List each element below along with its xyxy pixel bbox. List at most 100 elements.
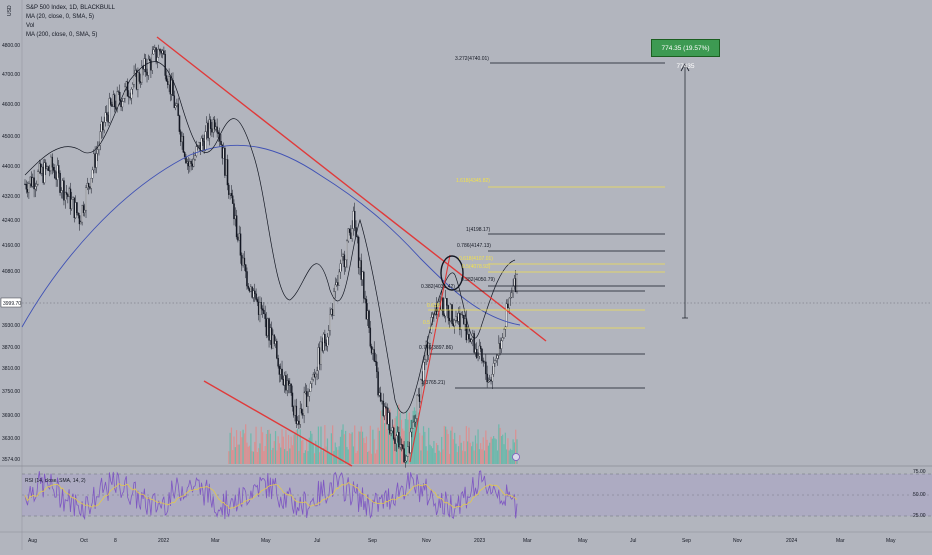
candle bbox=[339, 263, 342, 273]
legend-ma20[interactable]: MA (20, close, 0, SMA, 5) bbox=[26, 14, 95, 20]
volume-bar bbox=[432, 448, 434, 464]
volume-bar bbox=[237, 444, 239, 464]
candle bbox=[452, 323, 455, 327]
candle bbox=[33, 177, 35, 190]
candle bbox=[160, 51, 163, 54]
candle bbox=[495, 358, 497, 361]
candle bbox=[374, 360, 377, 363]
candle bbox=[180, 131, 182, 142]
volume-bar bbox=[246, 442, 248, 464]
volume-bar bbox=[289, 448, 291, 464]
candle bbox=[340, 256, 343, 264]
candle bbox=[294, 405, 296, 416]
volume-bar bbox=[285, 429, 287, 464]
price-axis-label: 4700.00 bbox=[2, 72, 20, 78]
candle bbox=[46, 166, 48, 169]
volume-bar bbox=[383, 423, 386, 464]
candle bbox=[41, 166, 43, 174]
candle bbox=[38, 163, 41, 172]
volume-bar bbox=[338, 446, 340, 464]
candle bbox=[343, 254, 346, 268]
volume-bar bbox=[380, 410, 382, 464]
time-axis-label: Mar bbox=[523, 538, 532, 544]
volume-bar bbox=[254, 441, 256, 464]
candle bbox=[290, 383, 292, 394]
candle bbox=[405, 456, 408, 462]
volume-bar bbox=[243, 433, 245, 464]
volume-bar bbox=[391, 430, 393, 464]
candle bbox=[224, 147, 226, 176]
volume-bar bbox=[408, 412, 410, 464]
candle bbox=[416, 394, 418, 419]
candle bbox=[483, 361, 486, 363]
event-marker-icon[interactable] bbox=[512, 453, 520, 461]
candle bbox=[431, 314, 434, 318]
rsi-axis-label: 50.00 bbox=[913, 492, 926, 498]
volume-bar bbox=[512, 439, 514, 464]
legend-ma200[interactable]: MA (200, close, 0, SMA, 5) bbox=[26, 32, 98, 38]
candle bbox=[229, 193, 231, 195]
volume-bar bbox=[460, 442, 462, 464]
candle bbox=[228, 184, 230, 195]
candle bbox=[446, 298, 448, 306]
candle bbox=[133, 73, 135, 85]
fibonacci-levels bbox=[428, 62, 665, 389]
price-axis-label: 4800.00 bbox=[2, 43, 20, 49]
candle bbox=[255, 293, 257, 300]
fib-lower-label-0618: 0.618 bbox=[427, 303, 440, 309]
candle bbox=[139, 81, 142, 83]
candle bbox=[424, 359, 426, 363]
price-axis-label: 4400.00 bbox=[2, 164, 20, 170]
candle bbox=[80, 221, 82, 225]
volume-bar bbox=[363, 437, 365, 464]
volume-bar bbox=[511, 450, 513, 464]
candle bbox=[394, 438, 396, 444]
volume-bar bbox=[282, 436, 284, 464]
candle bbox=[154, 47, 156, 50]
candle bbox=[404, 460, 407, 463]
candle bbox=[250, 286, 252, 292]
candle bbox=[81, 205, 83, 223]
volume-bar bbox=[287, 434, 290, 464]
candle bbox=[315, 373, 317, 378]
candle bbox=[34, 186, 37, 190]
volume-bar bbox=[463, 441, 465, 464]
candle bbox=[168, 76, 170, 85]
volume-bar bbox=[351, 432, 353, 464]
volume-bar bbox=[242, 429, 244, 464]
candle bbox=[215, 126, 217, 130]
candle bbox=[107, 114, 109, 123]
candle bbox=[48, 170, 51, 172]
legend-volume[interactable]: Vol bbox=[26, 23, 35, 29]
volume-bar bbox=[457, 446, 460, 464]
price-axis-label: 3930.00 bbox=[2, 323, 20, 329]
candle bbox=[385, 406, 387, 408]
candle bbox=[230, 193, 233, 196]
candle bbox=[211, 128, 213, 133]
candle bbox=[335, 282, 338, 286]
volume-bar bbox=[334, 442, 336, 464]
time-axis-label: Sep bbox=[682, 538, 691, 544]
candle bbox=[58, 165, 60, 174]
candle bbox=[176, 103, 178, 106]
candle bbox=[95, 153, 98, 168]
candle bbox=[411, 428, 413, 433]
candle bbox=[337, 282, 339, 286]
candle bbox=[64, 192, 66, 201]
volume-bar bbox=[371, 453, 373, 464]
candle bbox=[353, 210, 356, 228]
volume-bar bbox=[280, 447, 282, 464]
candle bbox=[25, 184, 28, 190]
candle bbox=[412, 421, 414, 429]
volume-bar bbox=[447, 434, 449, 464]
legend-symbol[interactable]: S&P 500 Index, 1D, BLACKBULL bbox=[26, 5, 115, 11]
volume-bar bbox=[450, 430, 452, 464]
candle bbox=[265, 318, 268, 336]
target-arrow-head bbox=[680, 63, 690, 72]
price-axis-label: 3630.00 bbox=[2, 436, 20, 442]
candle bbox=[305, 391, 308, 407]
time-axis-label: Nov bbox=[733, 538, 742, 544]
volume-bar bbox=[258, 448, 260, 464]
